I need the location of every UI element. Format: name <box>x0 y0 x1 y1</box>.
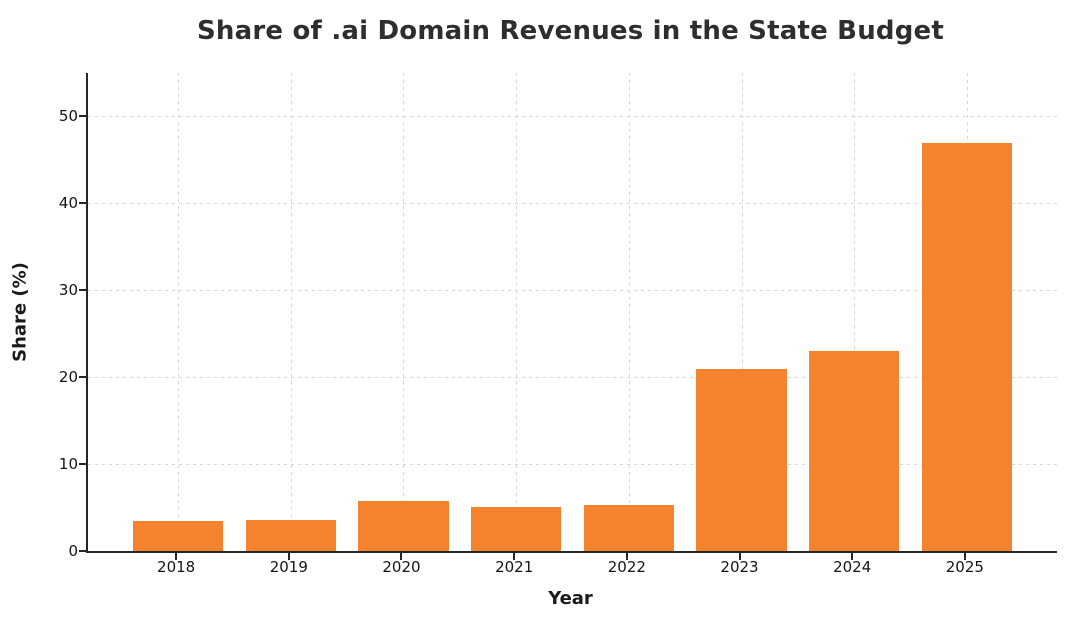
y-tick-mark <box>79 376 86 379</box>
x-gridline <box>403 73 405 551</box>
x-gridline <box>741 73 743 551</box>
bar-2021 <box>471 506 562 551</box>
x-tick-mark <box>287 553 290 560</box>
x-tick-label: 2019 <box>269 558 308 576</box>
x-tick-label: 2018 <box>157 558 196 576</box>
x-tick-label: 2025 <box>945 558 984 576</box>
x-tick-label: 2020 <box>382 558 421 576</box>
bar-2019 <box>245 519 336 551</box>
x-gridline <box>628 73 630 551</box>
bar-2018 <box>133 521 224 551</box>
y-tick-label: 0 <box>68 542 78 560</box>
y-tick-label: 50 <box>58 107 78 126</box>
x-gridline <box>290 73 292 551</box>
bar-2022 <box>583 504 674 551</box>
x-gridline <box>178 73 180 551</box>
y-gridline <box>88 116 1057 118</box>
x-tick-mark <box>175 553 178 560</box>
y-gridline <box>88 464 1057 466</box>
y-tick-mark <box>79 289 86 292</box>
x-tick-mark <box>625 553 628 560</box>
y-tick-mark <box>79 202 86 205</box>
x-gridline <box>516 73 518 551</box>
x-tick-mark <box>513 553 516 560</box>
x-tick-label: 2021 <box>495 558 534 576</box>
chart-title: Share of .ai Domain Revenues in the Stat… <box>197 16 944 46</box>
y-tick-mark <box>79 115 86 118</box>
y-gridline <box>88 203 1057 205</box>
x-tick-mark <box>738 553 741 560</box>
y-gridline <box>88 377 1057 379</box>
x-tick-mark <box>851 553 854 560</box>
y-tick-label: 20 <box>58 368 78 387</box>
y-tick-label: 10 <box>58 455 78 474</box>
y-gridline <box>88 290 1057 292</box>
x-axis-label: Year <box>548 588 593 609</box>
y-tick-mark <box>79 550 86 552</box>
y-tick-label: 40 <box>58 194 78 213</box>
y-tick-mark <box>79 463 86 466</box>
x-tick-mark <box>400 553 403 560</box>
bar-2023 <box>696 368 787 551</box>
x-tick-label: 2024 <box>833 558 872 576</box>
y-axis-label: Share (%) <box>9 262 31 362</box>
y-tick-label: 30 <box>58 281 78 300</box>
x-tick-mark <box>963 553 966 560</box>
x-tick-label: 2023 <box>720 558 759 576</box>
plot-area <box>86 73 1057 553</box>
bar-2024 <box>809 351 900 551</box>
bar-2025 <box>921 142 1012 551</box>
x-tick-label: 2022 <box>607 558 646 576</box>
bar-2020 <box>358 501 449 551</box>
x-gridline <box>854 73 856 551</box>
